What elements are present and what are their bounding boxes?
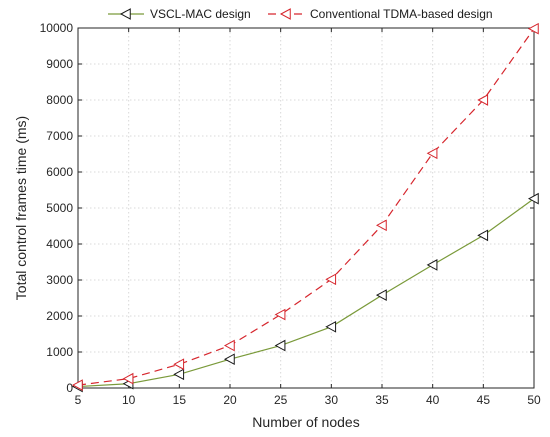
y-tick-label: 8000 [46,93,73,107]
data-point [122,372,134,385]
y-axis-title: Total control frames time (ms) [13,116,29,300]
x-tick-label: 35 [375,393,389,407]
y-tick-label: 1000 [46,345,73,359]
x-tick-label: 30 [325,393,339,407]
x-tick-label: 15 [173,393,187,407]
data-point [274,339,286,352]
y-tick-label: 6000 [46,165,73,179]
y-tick-label: 3000 [46,273,73,287]
series-1 [71,22,539,391]
x-tick-label: 50 [527,393,541,407]
data-point [173,358,185,371]
data-point [426,259,438,271]
x-axis-title: Number of nodes [252,414,359,430]
data-point [274,308,286,321]
x-tick-label: 5 [75,393,82,407]
data-point [223,353,235,366]
series-0 [71,192,539,393]
grid [78,28,534,388]
y-tick-label: 7000 [46,129,73,143]
legend-label: VSCL-MAC design [150,7,251,21]
legend-item-1: Conventional TDMA-based design [268,7,493,21]
data-point [375,219,387,232]
x-tick-label: 10 [122,393,136,407]
y-tick-label: 5000 [46,201,73,215]
data-point [325,273,337,286]
series-line [77,198,535,388]
legend-item-0: VSCL-MAC design [108,7,251,21]
y-tick-label: 2000 [46,309,73,323]
data-point [223,339,235,352]
y-tick-label: 10000 [40,21,74,35]
data-point [477,94,489,106]
data-point [426,147,438,160]
data-point [527,22,539,35]
legend: VSCL-MAC design Conventional TDMA-based d… [108,7,493,21]
axes: 5 10 15 20 25 30 35 40 45 50 0 1000 2000 3000 4000 5000… [40,21,541,407]
data-point [477,229,489,242]
legend-marker [119,8,131,20]
data-point [71,379,83,391]
series [71,22,539,393]
y-tick-label: 4000 [46,237,73,251]
legend-label: Conventional TDMA-based design [310,7,493,21]
data-point [325,320,337,333]
x-tick-label: 20 [223,393,237,407]
x-tick-label: 45 [477,393,491,407]
data-point [375,289,387,301]
y-tick-label: 9000 [46,57,73,71]
legend-marker [279,8,291,20]
data-point [173,368,185,381]
data-point [527,192,539,205]
series-line [77,28,535,386]
y-tick-label: 0 [66,381,73,395]
x-tick-label: 25 [274,393,288,407]
x-tick-label: 40 [426,393,440,407]
